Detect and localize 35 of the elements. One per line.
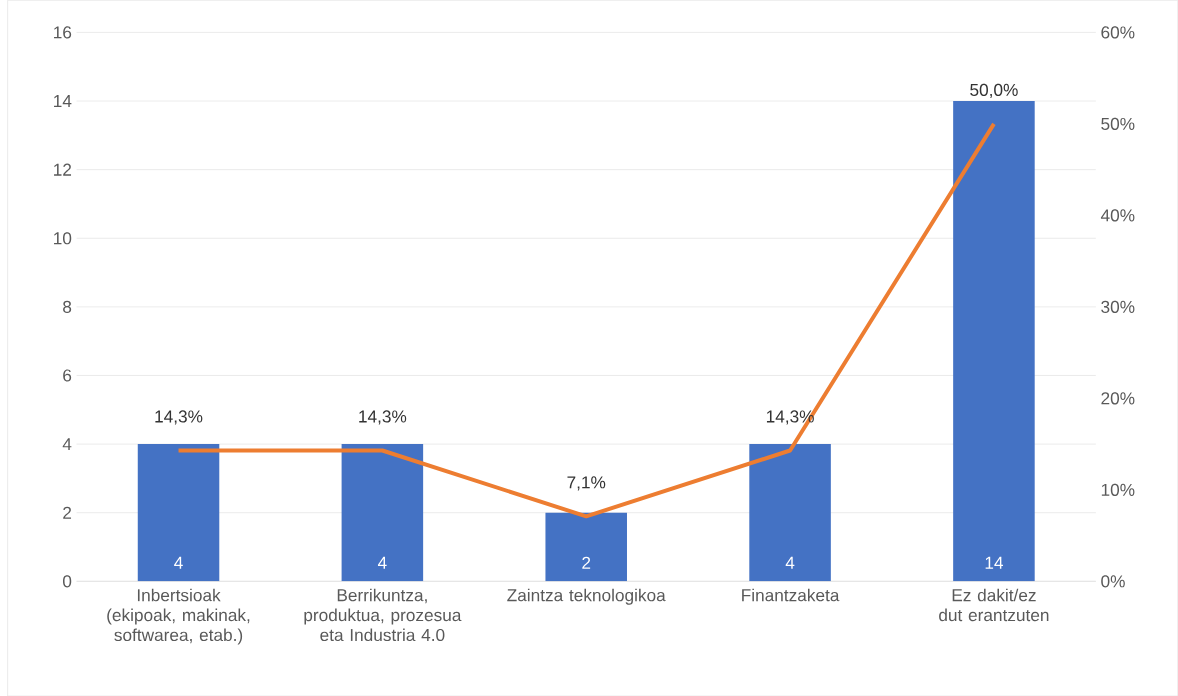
data-label: 14,3% bbox=[155, 410, 203, 425]
y-tick-label: 0 bbox=[62, 575, 72, 588]
y-tick-label: 12 bbox=[54, 163, 72, 176]
y2-tick-label: 40% bbox=[1100, 209, 1135, 222]
data-label: 14 bbox=[985, 556, 1004, 569]
x-tick-label: Finantzaketa bbox=[742, 588, 840, 602]
y-tick-label: 8 bbox=[63, 300, 72, 313]
x-tick-label: Inbertsioak (ekipoak, makinak, softwarea, etab.) bbox=[107, 588, 250, 645]
bar bbox=[545, 512, 627, 582]
bar bbox=[749, 443, 831, 582]
data-label: 4 bbox=[377, 556, 387, 569]
x-tick-label: Ez dakit/ez dut erantzuten bbox=[939, 588, 1049, 622]
bar bbox=[137, 443, 220, 582]
data-label: 14,3% bbox=[359, 410, 407, 425]
y2-tick-label: 50% bbox=[1101, 117, 1135, 130]
y-tick-label: 2 bbox=[63, 506, 72, 519]
y2-tick-label: 0% bbox=[1101, 575, 1125, 588]
y2-tick-label: 30% bbox=[1101, 300, 1135, 313]
data-label: 2 bbox=[582, 556, 591, 569]
y-tick-label: 16 bbox=[54, 26, 72, 39]
data-label: 50,0% bbox=[970, 83, 1018, 98]
x-tick-label: Zaintza teknologikoa bbox=[507, 588, 666, 605]
data-label: 4 bbox=[174, 556, 183, 569]
y-tick-label: 4 bbox=[62, 438, 72, 450]
y2-tick-label: 20% bbox=[1101, 392, 1135, 405]
data-label: 7,1% bbox=[567, 476, 606, 491]
y-tick-label: 10 bbox=[54, 232, 72, 245]
y-tick-label: 14 bbox=[54, 94, 72, 107]
y-tick-label: 6 bbox=[63, 369, 72, 382]
bar bbox=[953, 100, 1035, 582]
y2-tick-label: 10% bbox=[1101, 483, 1135, 496]
y2-tick-label: 60% bbox=[1101, 26, 1135, 39]
x-tick-label: Berrikuntza, produktua, prozesua eta Industria 4.0 bbox=[304, 588, 462, 641]
bar bbox=[341, 443, 424, 582]
data-label: 4 bbox=[785, 556, 795, 569]
